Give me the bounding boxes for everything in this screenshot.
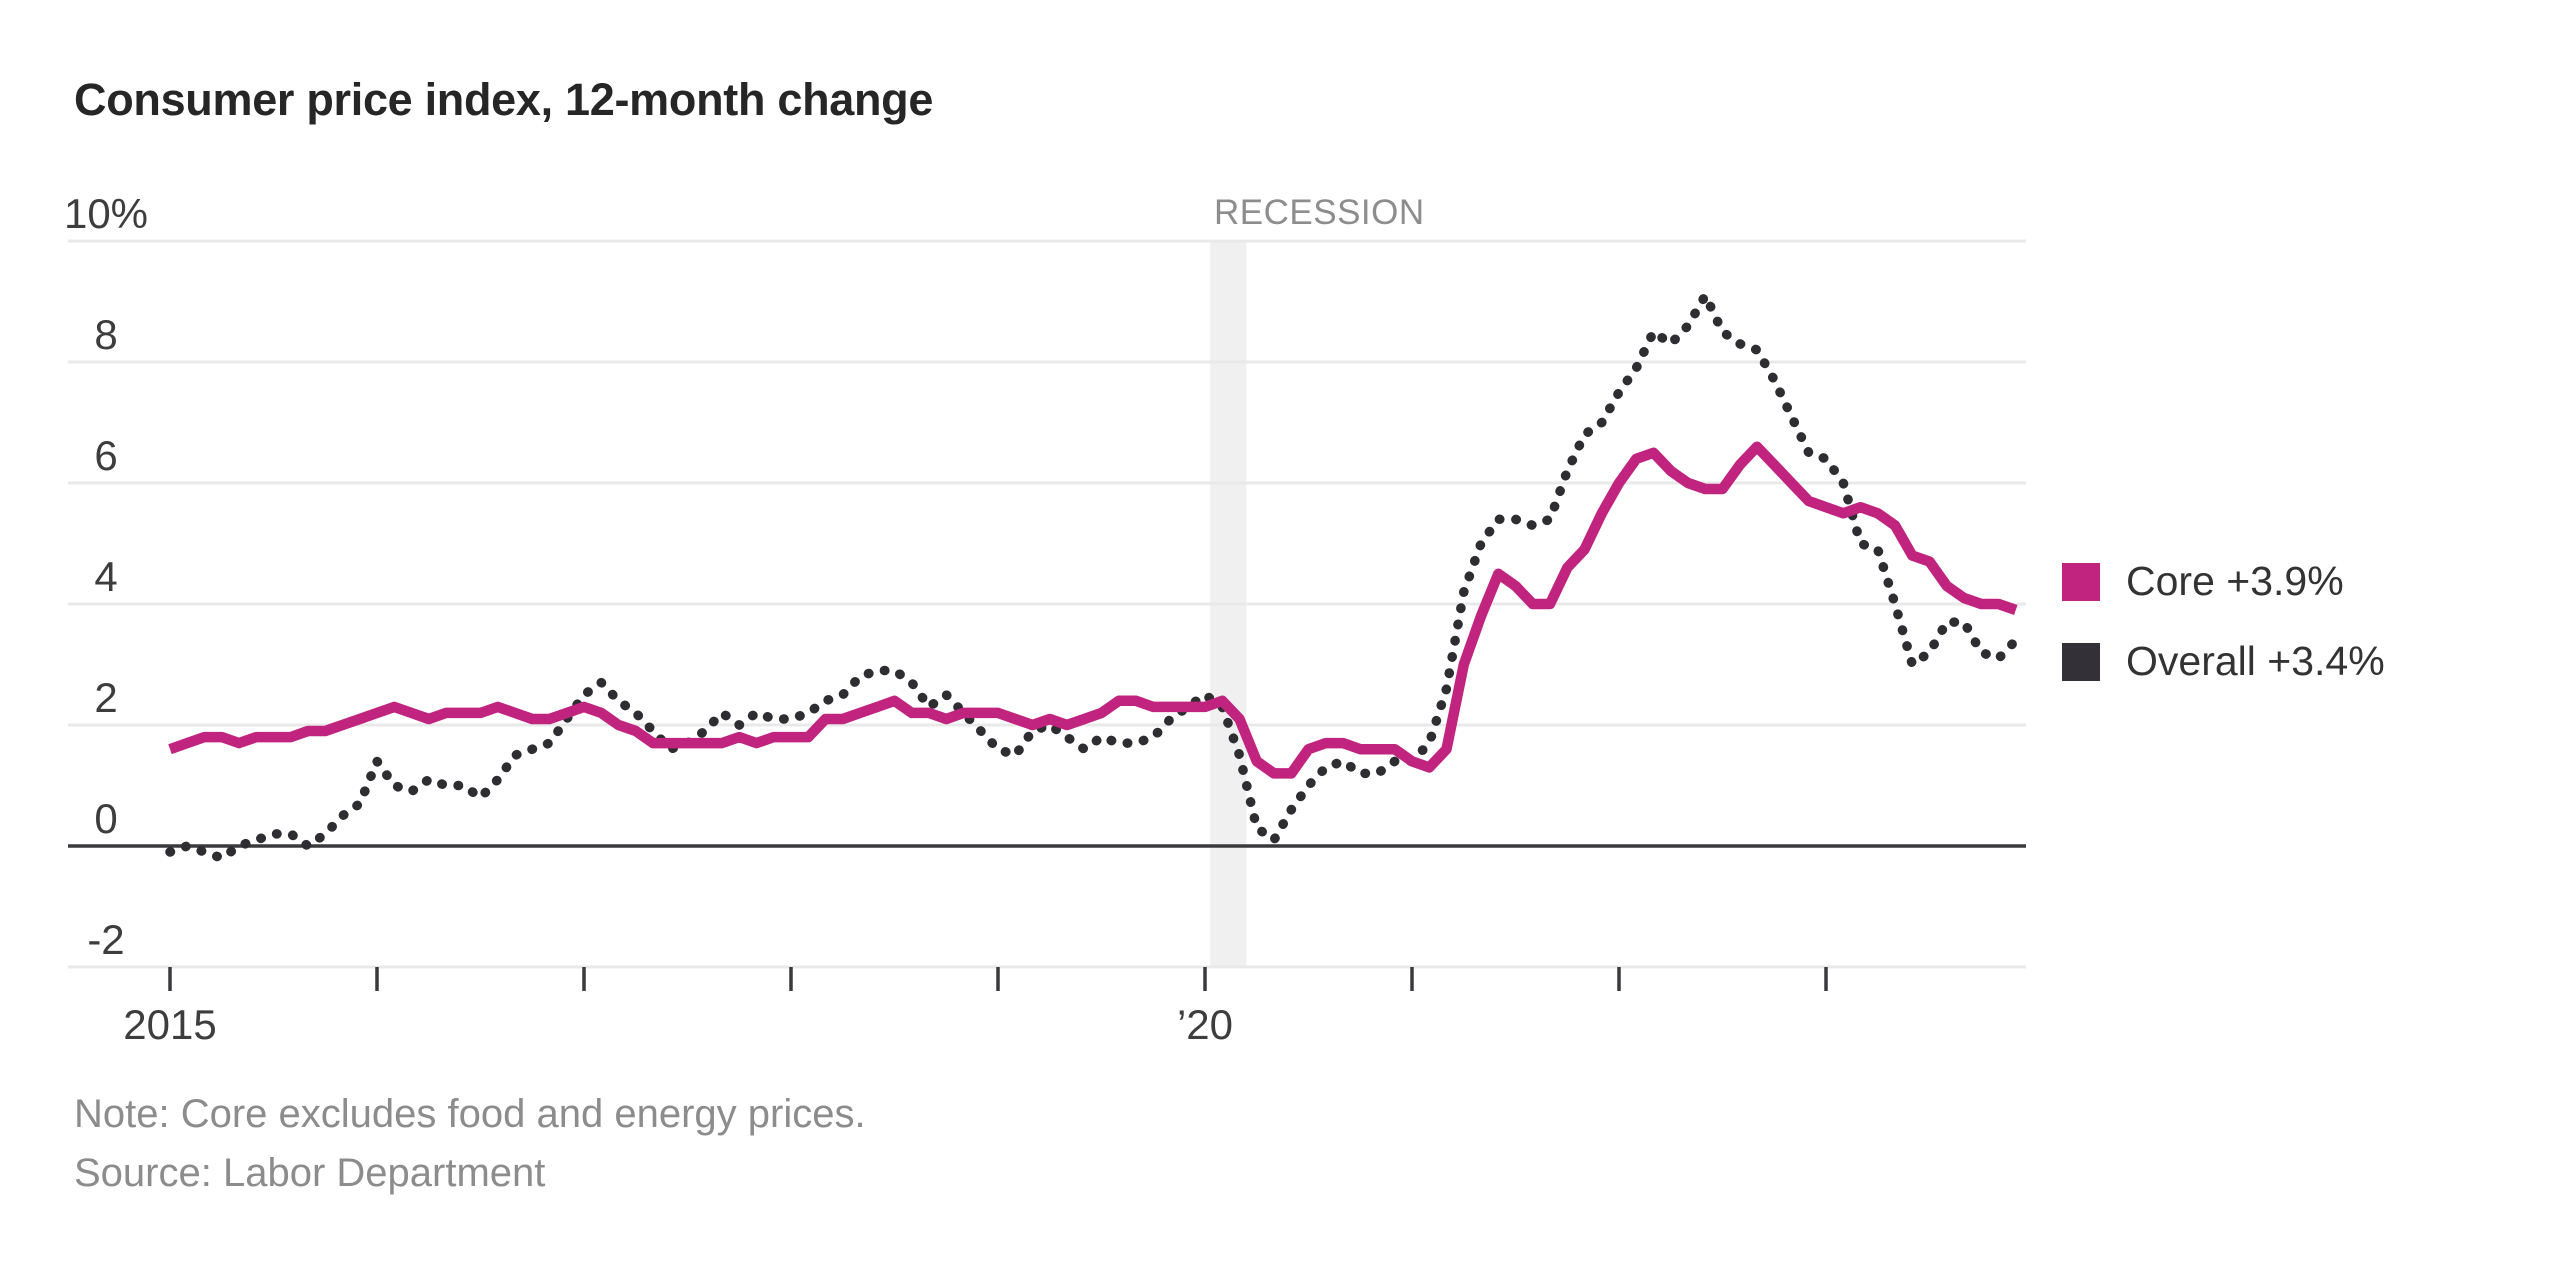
recession-annotation: RECESSION	[1214, 193, 1425, 232]
overall-series-line	[165, 290, 2021, 863]
y-axis-tick-label: 10%	[64, 190, 148, 237]
legend: Core +3.9% Overall +3.4%	[2062, 558, 2385, 685]
chart-title: Consumer price index, 12-month change	[74, 74, 934, 125]
y-axis-tick-label: 0	[94, 795, 117, 842]
y-axis-tick-label: -2	[87, 916, 124, 963]
legend-item-core: Core +3.9%	[2062, 558, 2385, 605]
overall-series-label: Overall +3.4%	[2126, 638, 2385, 684]
chart-source: Source: Labor Department	[74, 1151, 546, 1195]
y-axis-tick-label: 8	[94, 311, 117, 358]
x-axis-tick-label: ’20	[1177, 1001, 1233, 1048]
chart-note: Note: Core excludes food and energy pric…	[74, 1092, 866, 1136]
overall-series-swatch-icon	[2062, 642, 2100, 681]
y-axis-tick-label: 4	[94, 553, 117, 600]
y-axis-tick-label: 6	[94, 432, 117, 479]
core-series-swatch-icon	[2062, 562, 2100, 601]
core-series-line	[168, 441, 2018, 779]
x-axis-tick-label: 2015	[123, 1001, 216, 1048]
y-axis-tick-label: 2	[94, 674, 117, 721]
legend-item-overall: Overall +3.4%	[2062, 638, 2385, 685]
core-series-label: Core +3.9%	[2126, 558, 2344, 604]
